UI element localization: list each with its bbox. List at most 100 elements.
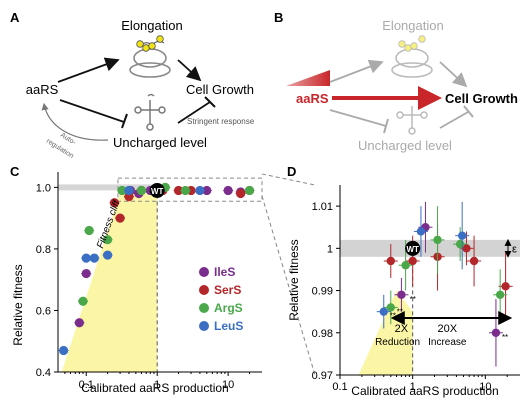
legend-swatch: [199, 285, 209, 295]
c-cliff-region: [61, 193, 158, 372]
d-data-point: [408, 256, 417, 266]
autoregulation-text-1: Auto-: [59, 132, 77, 147]
d-epsilon-band: [340, 239, 520, 257]
d-y-tick-label: 1: [327, 243, 333, 255]
b-trna-icon: [396, 106, 428, 135]
d-y-tick-label: 0.97: [312, 370, 333, 382]
autoregulation-arrow: [41, 102, 109, 141]
panel-b-label: B: [274, 10, 283, 25]
panel-d: D Relative fitness Calibrated aaRS produ…: [287, 164, 520, 398]
c-y-tick-label: 0.6: [36, 305, 51, 317]
trna-icon: [134, 93, 166, 131]
panel-a: A Elongation aaRS Cell Growth Uncharged …: [10, 10, 255, 160]
c-data-point: [81, 268, 91, 279]
b-inhibit-bar-1: [383, 118, 389, 134]
d-data-point: [386, 256, 395, 266]
d-y-tick-label: 0.99: [312, 286, 333, 298]
b-inhibit-uncharged-growth: [439, 111, 469, 129]
d-x-tick-label: 1: [410, 381, 416, 393]
c-data-point: [173, 185, 184, 196]
d-data-point: [457, 231, 467, 240]
zoom-connector-top: [261, 173, 316, 186]
c-data-point: [117, 185, 127, 196]
d-data-point: [433, 235, 442, 245]
c-data-point: [109, 198, 120, 208]
c-wt-label: WT: [151, 187, 164, 196]
c-x-tick-label: 0.1: [79, 379, 94, 391]
c-data-point: [180, 185, 191, 196]
inhibit-bar-1: [121, 113, 128, 129]
c-x-tick-label: 10: [222, 379, 234, 391]
d-x-tick-label: 10: [479, 381, 491, 393]
d-ylabel: Relative fitness: [287, 239, 301, 320]
panel-d-label: D: [287, 164, 296, 179]
d-data-point: [386, 303, 395, 312]
legend-label: LeuS: [214, 319, 243, 333]
c-y-tick-label: 0.4: [36, 367, 51, 379]
d-data-point: [401, 261, 410, 270]
d-data-point: [491, 328, 501, 337]
d-data-point: [462, 244, 471, 253]
elongation-label: Elongation: [121, 18, 182, 33]
inhibit-bar-2: [204, 96, 216, 108]
c-data-point: [74, 318, 84, 328]
legend: IleS SerS ArgS LeuS: [199, 265, 243, 333]
b-cell-growth-label: Cell Growth: [445, 91, 518, 106]
d-y-tick-label: 0.98: [312, 328, 333, 340]
zoom-connector-bottom: [261, 195, 316, 376]
inhibit-uncharged-growth: [177, 101, 211, 124]
d-data-point: [495, 290, 505, 299]
d-wt-label: WT: [406, 245, 419, 254]
b-inhibit-aars-uncharged: [329, 109, 387, 127]
legend-swatch: [199, 267, 209, 277]
ribosome-icon: [129, 35, 171, 78]
legend-label: SerS: [214, 283, 241, 297]
arrow-elongation-growth: [177, 59, 202, 82]
d-significance-stars: **: [502, 333, 508, 342]
panel-c: C Relative fitness Calibrated aaRS produ…: [10, 164, 263, 395]
uncharged-label: Uncharged level: [113, 135, 207, 150]
cell-growth-label: Cell Growth: [186, 82, 254, 97]
d-data-point: [469, 256, 479, 266]
d-increase-fold: 20X: [438, 323, 458, 335]
c-xlabel: Calibrated aaRS production: [81, 381, 228, 395]
d-xlabel: Calibrated aaRS production: [351, 384, 498, 398]
b-arrow-elongation-growth: [439, 61, 468, 88]
d-significance-stars: **: [390, 312, 396, 321]
d-data-point: [416, 227, 426, 236]
c-ylabel: Relative fitness: [11, 264, 25, 345]
d-data-point: [501, 282, 510, 291]
panel-a-label: A: [10, 10, 20, 25]
legend-label: ArgS: [214, 301, 243, 315]
c-wt-marker: [149, 182, 165, 198]
panel-c-label: C: [10, 164, 20, 179]
d-y-tick-label: 1.01: [312, 201, 333, 213]
c-data-point: [195, 185, 205, 196]
c-y-tick-label: 0.8: [36, 244, 51, 256]
c-data-point: [236, 188, 246, 199]
c-y-tick-label: 1.0: [36, 182, 51, 194]
c-reference-band: [58, 184, 158, 191]
d-data-point: [379, 307, 388, 316]
d-significance-stars: **: [410, 295, 416, 304]
c-data-point: [202, 185, 212, 196]
panel-c-plot: 0.4 0.6 0.8 1.0 0.1 1 10 WT: [36, 172, 263, 391]
c-data-point: [89, 253, 99, 263]
d-significance-stars: **: [397, 307, 403, 316]
inhibit-aars-uncharged: [59, 99, 125, 123]
c-x-tick-label: 1: [154, 379, 160, 391]
c-data-point: [102, 235, 113, 245]
c-data-point: [115, 213, 125, 223]
d-data-point: [455, 239, 465, 249]
aars-label: aaRS: [26, 82, 59, 97]
legend-swatch: [199, 321, 209, 331]
b-arrow-aars-elongation: [329, 59, 384, 83]
stringent-response-text: Stringent response: [187, 117, 255, 126]
d-x-tick-label: 0.1: [332, 381, 347, 393]
b-uncharged-label: Uncharged level: [358, 138, 452, 153]
c-data-point: [84, 225, 94, 236]
c-data-point: [223, 185, 233, 196]
d-increase-label: Increase: [428, 337, 467, 348]
